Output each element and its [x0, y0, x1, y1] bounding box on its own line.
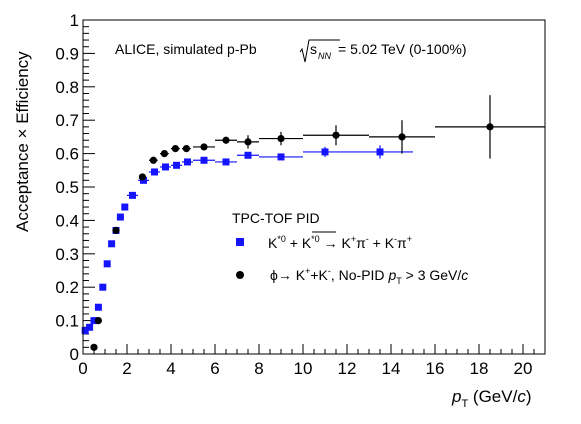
- y-tick-label: 0.9: [55, 44, 79, 63]
- plot-frame: [82, 19, 546, 355]
- y-tick-label: 0.7: [55, 111, 79, 130]
- x-tick-label: 16: [426, 359, 445, 378]
- data-point-circle: [200, 143, 208, 151]
- data-point-square: [121, 203, 129, 211]
- legend-label-phi: ϕ→ K++K-, No-PID pT > 3 GeV/c: [270, 266, 468, 286]
- legend-marker-phi: [236, 271, 244, 279]
- x-tick-label: 4: [166, 359, 175, 378]
- y-tick-label: 0: [70, 345, 79, 364]
- data-point-square: [81, 327, 89, 335]
- data-point-circle: [112, 226, 120, 235]
- energy-annotation: s NN = 5.02 TeV (0-100%): [299, 39, 467, 63]
- data-point-square: [99, 283, 107, 291]
- x-tick-label: 10: [294, 359, 313, 378]
- legend-label-kstar: K*0 + K*0 → K+π- + K-π+: [268, 231, 412, 251]
- data-point-circle: [171, 144, 179, 153]
- data-point-square: [90, 317, 98, 325]
- data-point-circle: [94, 317, 102, 325]
- tick-layer: 0 2 4 6 8 10 12 14 16 18 20 0 0.1 0.2 0.3 0.4 0.5 0.6 0.7 0…: [55, 11, 546, 378]
- data-point-circle: [138, 173, 146, 181]
- x-tick-label: 6: [210, 359, 219, 378]
- data-point-square: [277, 153, 285, 161]
- data-point-square: [129, 191, 136, 199]
- energy-value: = 5.02 TeV (0-100%): [338, 41, 467, 57]
- data-point-circle: [149, 156, 157, 164]
- data-point-square: [376, 148, 384, 156]
- y-tick-label: 0.3: [55, 245, 79, 264]
- data-point-circle: [277, 134, 285, 143]
- data-point-circle: [160, 150, 168, 158]
- x-tick-label: 0: [78, 359, 87, 378]
- data-point-square: [173, 161, 180, 169]
- legend-marker-kstar: [236, 238, 244, 246]
- y-tick-label: 0.8: [55, 78, 79, 97]
- y-tick-label: 0.4: [55, 211, 79, 230]
- y-tick-label: 0.6: [55, 145, 79, 164]
- x-tick-label: 8: [254, 359, 263, 378]
- data-point-circle: [222, 136, 230, 144]
- x-axis-label: pT (GeV/c): [451, 387, 532, 410]
- svg-text:pT (GeV/c): pT (GeV/c): [451, 387, 532, 410]
- series-layer: [81, 95, 545, 351]
- x-tick-label: 12: [338, 359, 357, 378]
- x-tick-label: 14: [382, 359, 401, 378]
- svg-text:ϕ→ K++K-, No-PID pT > 3 GeV/c: ϕ→ K++K-, No-PID pT > 3 GeV/c: [270, 266, 468, 286]
- data-point-square: [103, 260, 111, 268]
- data-point-square: [86, 323, 94, 331]
- y-tick-label: 0.5: [55, 178, 79, 197]
- x-tick-label: 2: [122, 359, 131, 378]
- x-tick-label: 18: [470, 359, 489, 378]
- data-point-square: [162, 163, 169, 171]
- x-tick-label: 20: [514, 359, 533, 378]
- data-point-square: [222, 158, 230, 166]
- data-point-circle: [398, 133, 406, 141]
- data-point-square: [244, 151, 252, 159]
- data-point-square: [184, 158, 191, 166]
- data-point-circle: [244, 138, 252, 146]
- data-point-circle: [332, 131, 340, 139]
- data-point-square: [200, 156, 208, 164]
- data-point-square: [151, 168, 158, 176]
- series-phi: [90, 95, 545, 351]
- y-tick-label: 1: [70, 11, 79, 30]
- data-point-square: [94, 303, 102, 311]
- y-tick-label: 0.2: [55, 278, 79, 297]
- legend: TPC-TOF PID K*0 + K*0 → K+π- + K-π+ ϕ→ K…: [232, 210, 468, 286]
- experiment-annotation: ALICE, simulated p-Pb: [115, 41, 257, 57]
- energy-subscript: NN: [318, 51, 331, 61]
- legend-title: TPC-TOF PID: [232, 210, 320, 226]
- energy-symbol: s: [310, 41, 317, 57]
- data-point-circle: [90, 343, 98, 351]
- data-point-circle: [486, 123, 494, 131]
- data-point-square: [108, 240, 116, 248]
- data-point-square: [116, 213, 124, 221]
- data-point-square: [321, 148, 329, 156]
- data-point-circle: [182, 144, 190, 153]
- y-tick-label: 0.1: [55, 312, 79, 331]
- svg-text:K*0 + K*0 → K+π- + K-π+: K*0 + K*0 → K+π- + K-π+: [268, 234, 412, 251]
- sqrt-symbol: [299, 39, 340, 63]
- y-axis-label: Acceptance × Efficiency: [13, 51, 32, 232]
